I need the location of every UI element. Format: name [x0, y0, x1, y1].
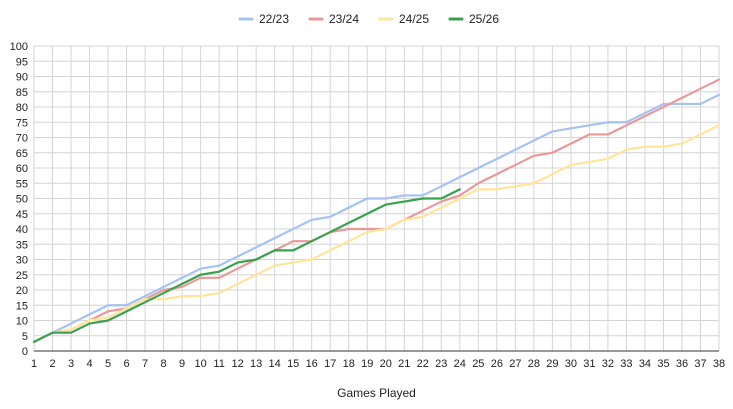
y-tick-label: 10 [16, 316, 28, 328]
legend-label-25-26: 25/26 [469, 12, 499, 26]
y-tick-label: 90 [16, 72, 28, 84]
x-tick-label: 4 [86, 358, 92, 370]
x-axis-title: Games Played [337, 386, 416, 400]
x-tick-label: 17 [324, 358, 336, 370]
x-tick-label: 32 [602, 358, 614, 370]
x-tick-label: 7 [142, 358, 148, 370]
y-tick-label: 100 [10, 41, 28, 53]
y-tick-label: 5 [22, 331, 28, 343]
x-tick-label: 9 [179, 358, 185, 370]
x-tick-label: 28 [528, 358, 540, 370]
x-tick-label: 31 [583, 358, 595, 370]
x-tick-label: 27 [509, 358, 521, 370]
legend-label-24-25: 24/25 [399, 12, 429, 26]
x-tick-label: 21 [398, 358, 410, 370]
legend-label-22-23: 22/23 [259, 12, 289, 26]
series-line-23-24 [32, 78, 721, 343]
x-tick-label: 29 [546, 358, 558, 370]
x-tick-label: 30 [565, 358, 577, 370]
x-tick-label: 34 [639, 358, 651, 370]
y-tick-label: 40 [16, 224, 28, 236]
y-tick-label: 75 [16, 117, 28, 129]
y-tick-label: 25 [16, 270, 28, 282]
y-axis-ticks: 0 5 10 15 20 25 30 35 40 45 50 55 60 65 70 75 80 85 90 95 10… [10, 41, 28, 358]
x-tick-label: 16 [306, 358, 318, 370]
x-tick-label: 15 [287, 358, 299, 370]
y-tick-label: 60 [16, 163, 28, 175]
x-tick-label: 14 [269, 358, 281, 370]
x-tick-label: 33 [620, 358, 632, 370]
y-tick-label: 70 [16, 133, 28, 145]
y-tick-label: 50 [16, 194, 28, 206]
x-tick-label: 23 [435, 358, 447, 370]
x-tick-label: 18 [343, 358, 355, 370]
x-tick-label: 22 [417, 358, 429, 370]
x-tick-label: 35 [657, 358, 669, 370]
y-tick-label: 35 [16, 239, 28, 251]
series-line-25-26 [32, 188, 461, 343]
grid [33, 45, 720, 352]
x-tick-label: 10 [194, 358, 206, 370]
x-tick-label: 5 [105, 358, 111, 370]
x-axis-ticks: 1 2 3 4 5 6 7 8 9 10 11 12 13 14 15 16 17 18 19 20 21 22 23 24 2… [31, 358, 725, 370]
series-line-22-23 [32, 93, 721, 343]
x-tick-label: 19 [361, 358, 373, 370]
y-tick-label: 30 [16, 255, 28, 267]
x-tick-label: 13 [250, 358, 262, 370]
y-tick-label: 55 [16, 178, 28, 190]
x-tick-label: 26 [491, 358, 503, 370]
x-tick-label: 24 [454, 358, 466, 370]
x-tick-label: 2 [49, 358, 55, 370]
x-tick-label: 36 [676, 358, 688, 370]
y-tick-label: 65 [16, 148, 28, 160]
y-tick-label: 95 [16, 56, 28, 68]
legend: 22/23 23/24 24/25 25/26 [238, 12, 499, 26]
x-tick-label: 38 [713, 358, 725, 370]
y-tick-label: 80 [16, 102, 28, 114]
series-line-24-25 [32, 124, 721, 343]
y-tick-label: 20 [16, 285, 28, 297]
legend-label-23-24: 23/24 [329, 12, 359, 26]
x-tick-label: 11 [213, 358, 224, 370]
x-tick-label: 20 [380, 358, 392, 370]
x-tick-label: 3 [68, 358, 74, 370]
y-tick-label: 45 [16, 209, 28, 221]
x-tick-label: 12 [232, 358, 244, 370]
x-tick-label: 6 [124, 358, 130, 370]
y-tick-label: 85 [16, 87, 28, 99]
x-tick-label: 8 [161, 358, 167, 370]
x-tick-label: 1 [31, 358, 37, 370]
x-tick-label: 37 [694, 358, 706, 370]
series-lines [32, 78, 721, 343]
y-tick-label: 0 [22, 346, 28, 358]
y-tick-label: 15 [16, 300, 28, 312]
x-tick-label: 25 [472, 358, 484, 370]
